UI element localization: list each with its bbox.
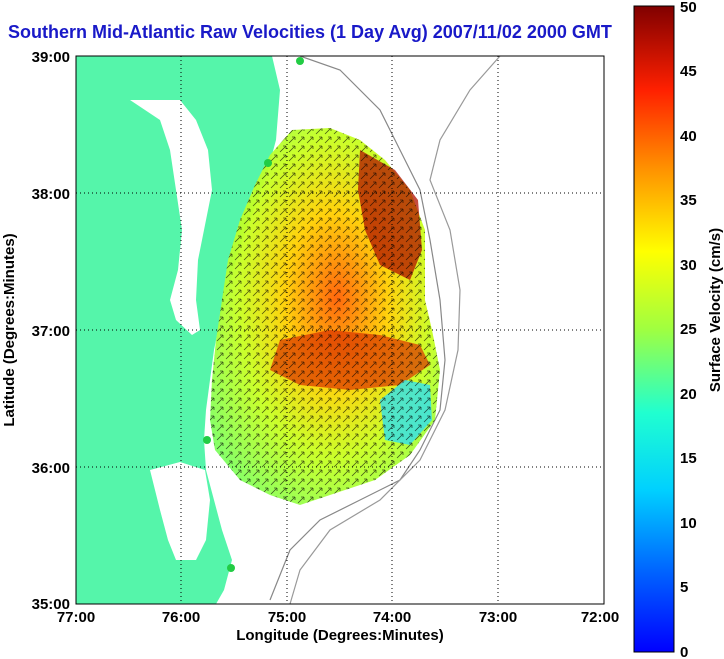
colorbar-tick-label: 0: [680, 644, 688, 659]
colorbar-tick-label: 20: [680, 386, 697, 403]
lat-ticks: 39:00 38:00 37:00 36:00 35:00: [32, 49, 70, 613]
radar-station: [296, 57, 304, 65]
colorbar-label: Surface Velocity (cm/s): [707, 228, 724, 392]
lon-tick-label: 73:00: [479, 609, 517, 626]
colorbar-tick-label: 45: [680, 63, 697, 80]
colorbar-tick-label: 15: [680, 450, 697, 467]
x-axis-label: Longitude (Degrees:Minutes): [236, 627, 444, 644]
colorbar-tick-label: 50: [680, 0, 697, 16]
y-axis-label: Latitude (Degrees:Minutes): [1, 233, 18, 426]
colorbar-tick-label: 10: [680, 515, 697, 532]
colorbar-tick-label: 5: [680, 579, 688, 596]
bay-water: [130, 100, 212, 335]
lon-ticks: 77:00 76:00 75:00 74:00 73:00 72:00: [57, 609, 619, 626]
colorbar-tick-label: 35: [680, 192, 697, 209]
lon-tick-label: 74:00: [373, 609, 411, 626]
grid-lines: [76, 56, 604, 604]
colorbar-tick-label: 25: [680, 321, 697, 338]
lat-tick-label: 36:00: [32, 460, 70, 477]
map-title: Southern Mid-Atlantic Raw Velocities (1 …: [8, 22, 612, 42]
lat-tick-label: 37:00: [32, 323, 70, 340]
lat-tick-label: 38:00: [32, 186, 70, 203]
sound-water: [150, 462, 210, 560]
lon-tick-label: 72:00: [581, 609, 619, 626]
lon-tick-label: 76:00: [162, 609, 200, 626]
radar-station: [203, 436, 211, 444]
bathymetry-contour: [269, 56, 446, 601]
lon-tick-label: 77:00: [57, 609, 95, 626]
lat-tick-label: 35:00: [32, 596, 70, 613]
lon-tick-label: 75:00: [268, 609, 306, 626]
radar-station: [227, 564, 235, 572]
colorbar-tick-label: 30: [680, 257, 697, 274]
velocity-arrows: [210, 128, 440, 505]
bathymetry-contour: [289, 56, 501, 604]
colorbar-ticks: 0 5 10 15 20 25 30 35 40 45 50: [680, 0, 697, 659]
lat-tick-label: 39:00: [32, 49, 70, 66]
colorbar-tick-label: 40: [680, 128, 697, 145]
colorbar: [633, 5, 675, 653]
plot-frame: [75, 55, 605, 605]
radar-station: [264, 159, 272, 167]
